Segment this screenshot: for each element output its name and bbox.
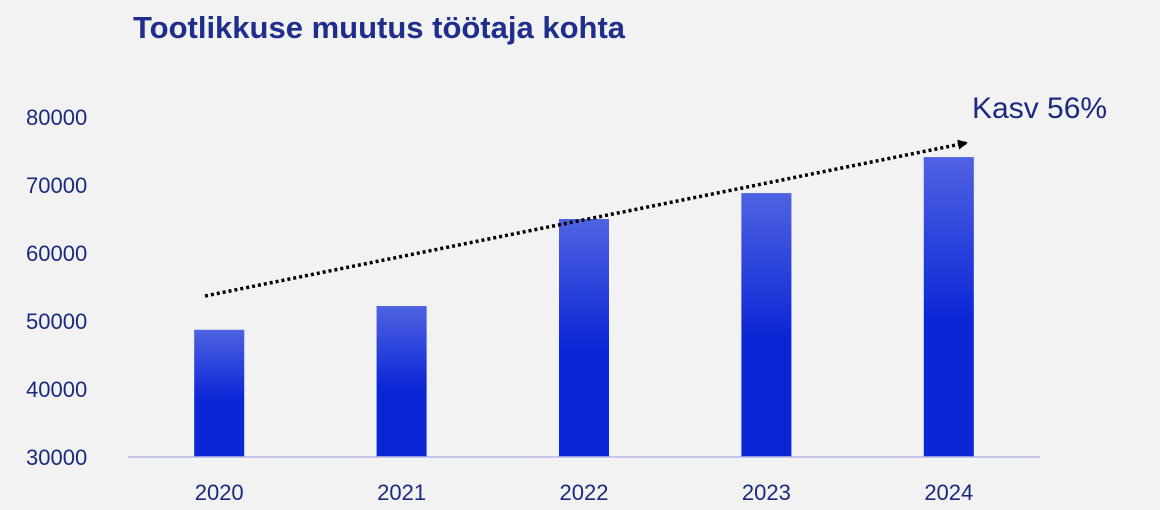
bar-shade — [559, 219, 609, 457]
chart-title: Tootlikkuse muutus töötaja kohta — [133, 10, 626, 45]
bar-shade — [376, 306, 427, 457]
bar-shade — [741, 193, 792, 457]
x-tick-label: 2022 — [560, 480, 609, 505]
y-tick-label: 40000 — [26, 377, 87, 402]
bar-shade — [923, 157, 974, 457]
annotation: Kasv 56% — [972, 92, 1107, 125]
y-tick-label: 80000 — [26, 105, 87, 130]
x-tick-label: 2024 — [924, 480, 973, 505]
x-tick-label: 2021 — [377, 480, 426, 505]
x-tick-label: 2023 — [742, 480, 791, 505]
y-tick-label: 30000 — [26, 445, 87, 470]
y-tick-label: 50000 — [26, 309, 87, 334]
y-tick-label: 70000 — [26, 173, 87, 198]
x-tick-label: 2020 — [195, 480, 244, 505]
y-tick-label: 60000 — [26, 241, 87, 266]
bar-shade — [194, 329, 245, 457]
